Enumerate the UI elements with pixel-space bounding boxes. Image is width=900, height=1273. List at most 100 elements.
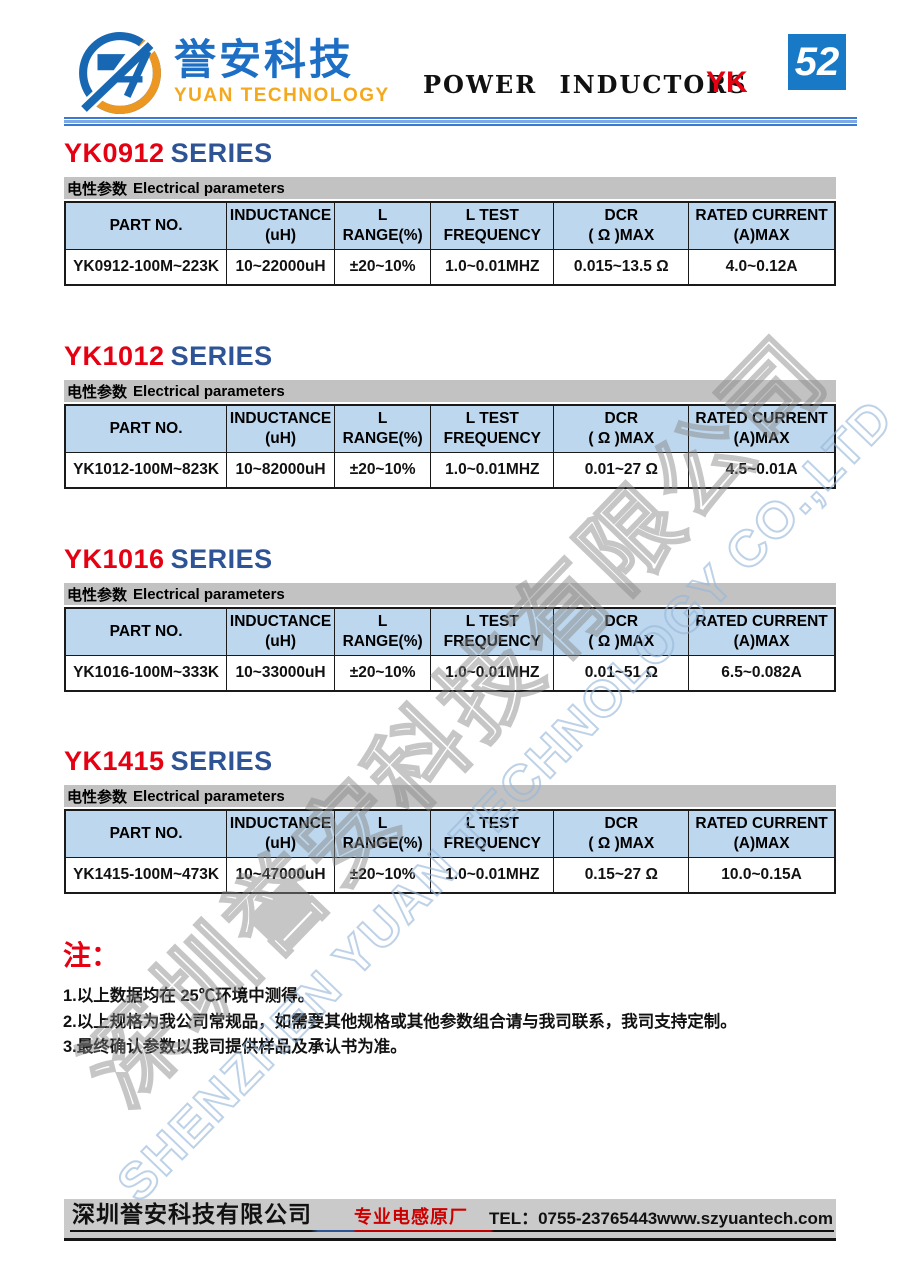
col-l-test-frequency: L TEST FREQUENCY bbox=[430, 809, 555, 858]
section-title: YK1012 SERIES bbox=[64, 339, 836, 373]
cell-dcr: 0.015~13.5 Ω bbox=[553, 248, 690, 286]
cell-frequency: 1.0~0.01MHZ bbox=[430, 856, 555, 894]
cell-part-no: YK0912-100M~223K bbox=[64, 248, 228, 286]
spec-table: PART NO. INDUCTANCE (uH) L RANGE(%) L TEST… bbox=[64, 201, 836, 286]
col-dcr-max: DCR( Ω )MAX bbox=[553, 404, 690, 453]
header-divider bbox=[64, 117, 857, 126]
cell-frequency: 1.0~0.01MHZ bbox=[430, 654, 555, 692]
caption-en: Electrical parameters bbox=[133, 787, 285, 805]
page-number-badge: 52 bbox=[788, 34, 846, 90]
spec-table: PART NO. INDUCTANCE (uH) L RANGE(%) L TEST… bbox=[64, 809, 836, 894]
col-l-range: L RANGE(%) bbox=[333, 404, 432, 453]
table-row: YK1016-100M~333K 10~33000uH ±20~10% 1.0~… bbox=[64, 654, 836, 692]
cell-inductance: 10~33000uH bbox=[226, 654, 335, 692]
document-title: POWER INDUCTORS bbox=[423, 70, 748, 99]
table-row: YK1012-100M~823K 10~82000uH ±20~10% 1.0~… bbox=[64, 451, 836, 489]
col-l-range: L RANGE(%) bbox=[333, 201, 432, 250]
col-part-no: PART NO. bbox=[64, 607, 228, 656]
cell-inductance: 10~22000uH bbox=[226, 248, 335, 286]
section-yk0912: YK0912 SERIES 电性参数 Electrical parameters … bbox=[64, 136, 836, 286]
note-item-1: 1.以上数据均在 25℃环境中测得。 bbox=[63, 987, 315, 1005]
series-word: SERIES bbox=[170, 746, 273, 776]
col-dcr-max: DCR( Ω )MAX bbox=[553, 809, 690, 858]
section-yk1012: YK1012 SERIES 电性参数 Electrical parameters … bbox=[64, 339, 836, 489]
footer-company-name: 深圳誉安科技有限公司 bbox=[72, 1201, 312, 1227]
table-caption: 电性参数 Electrical parameters bbox=[64, 380, 836, 402]
note-item-3: 3.最终确认参数以我司提供样品及承认书为准。 bbox=[63, 1038, 407, 1056]
cell-current: 4.5~0.01A bbox=[688, 451, 836, 489]
cell-l-range: ±20~10% bbox=[333, 654, 432, 692]
footer-underline bbox=[70, 1229, 834, 1232]
section-title: YK1016 SERIES bbox=[64, 542, 836, 576]
col-l-range: L RANGE(%) bbox=[333, 809, 432, 858]
cell-dcr: 0.15~27 Ω bbox=[553, 856, 690, 894]
col-rated-current: RATED CURRENT (A)MAX bbox=[688, 201, 836, 250]
cell-current: 10.0~0.15A bbox=[688, 856, 836, 894]
cell-part-no: YK1012-100M~823K bbox=[64, 451, 228, 489]
section-title: YK1415 SERIES bbox=[64, 744, 836, 778]
caption-en: Electrical parameters bbox=[133, 382, 285, 400]
col-l-range: L RANGE(%) bbox=[333, 607, 432, 656]
table-caption: 电性参数 Electrical parameters bbox=[64, 177, 836, 199]
col-part-no: PART NO. bbox=[64, 404, 228, 453]
footer: 深圳誉安科技有限公司 专业电感原厂 TEL：0755-23765443 www.… bbox=[64, 1199, 836, 1241]
cell-part-no: YK1415-100M~473K bbox=[64, 856, 228, 894]
series-word: SERIES bbox=[170, 341, 273, 371]
cell-part-no: YK1016-100M~333K bbox=[64, 654, 228, 692]
cell-current: 6.5~0.082A bbox=[688, 654, 836, 692]
caption-cn: 电性参数 bbox=[67, 383, 128, 401]
col-inductance: INDUCTANCE (uH) bbox=[226, 404, 335, 453]
series-code: YK1012 bbox=[64, 341, 165, 371]
col-dcr-max: DCR( Ω )MAX bbox=[553, 607, 690, 656]
cell-l-range: ±20~10% bbox=[333, 248, 432, 286]
table-caption: 电性参数 Electrical parameters bbox=[64, 785, 836, 807]
cell-frequency: 1.0~0.01MHZ bbox=[430, 451, 555, 489]
col-inductance: INDUCTANCE (uH) bbox=[226, 809, 335, 858]
col-rated-current: RATED CURRENT (A)MAX bbox=[688, 809, 836, 858]
notes-title: 注： bbox=[63, 940, 120, 971]
footer-tagline: 专业电感原厂 bbox=[354, 1207, 468, 1227]
col-part-no: PART NO. bbox=[64, 809, 228, 858]
col-part-no: PART NO. bbox=[64, 201, 228, 250]
col-inductance: INDUCTANCE (uH) bbox=[226, 201, 335, 250]
footer-website: www.szyuantech.com bbox=[656, 1209, 833, 1228]
series-code-label: YK bbox=[706, 66, 748, 99]
section-yk1415: YK1415 SERIES 电性参数 Electrical parameters … bbox=[64, 744, 836, 894]
cell-current: 4.0~0.12A bbox=[688, 248, 836, 286]
col-l-test-frequency: L TEST FREQUENCY bbox=[430, 404, 555, 453]
notes-section: 注： 1.以上数据均在 25℃环境中测得。 2.以上规格为我公司常规品，如需要其… bbox=[63, 938, 843, 1061]
series-word: SERIES bbox=[170, 138, 273, 168]
caption-cn: 电性参数 bbox=[67, 586, 128, 604]
series-code: YK1415 bbox=[64, 746, 165, 776]
note-item-2: 2.以上规格为我公司常规品，如需要其他规格或其他参数组合请与我司联系，我司支持定… bbox=[63, 1012, 737, 1031]
header-row: PART NO. INDUCTANCE (uH) L RANGE(%) L TEST… bbox=[64, 809, 836, 858]
caption-cn: 电性参数 bbox=[67, 788, 128, 806]
header-row: PART NO. INDUCTANCE (uH) L RANGE(%) L TEST… bbox=[64, 404, 836, 453]
cell-frequency: 1.0~0.01MHZ bbox=[430, 248, 555, 286]
section-title: YK0912 SERIES bbox=[64, 136, 836, 170]
cell-inductance: 10~82000uH bbox=[226, 451, 335, 489]
cell-l-range: ±20~10% bbox=[333, 451, 432, 489]
caption-en: Electrical parameters bbox=[133, 179, 285, 197]
col-l-test-frequency: L TEST FREQUENCY bbox=[430, 607, 555, 656]
col-dcr-max: DCR( Ω )MAX bbox=[553, 201, 690, 250]
series-code: YK1016 bbox=[64, 544, 165, 574]
header-row: PART NO. INDUCTANCE (uH) L RANGE(%) L TEST… bbox=[64, 201, 836, 250]
table-row: YK1415-100M~473K 10~47000uH ±20~10% 1.0~… bbox=[64, 856, 836, 894]
table-caption: 电性参数 Electrical parameters bbox=[64, 583, 836, 605]
header-row: PART NO. INDUCTANCE (uH) L RANGE(%) L TEST… bbox=[64, 607, 836, 656]
cell-inductance: 10~47000uH bbox=[226, 856, 335, 894]
company-logo: 誉安科技 YUAN TECHNOLOGY bbox=[74, 28, 390, 118]
footer-telephone: TEL：0755-23765443 bbox=[489, 1209, 658, 1228]
cell-dcr: 0.01~51 Ω bbox=[553, 654, 690, 692]
caption-en: Electrical parameters bbox=[133, 585, 285, 603]
col-l-test-frequency: L TEST FREQUENCY bbox=[430, 201, 555, 250]
col-rated-current: RATED CURRENT (A)MAX bbox=[688, 404, 836, 453]
col-rated-current: RATED CURRENT (A)MAX bbox=[688, 607, 836, 656]
logo-company-name: 誉安科技 bbox=[174, 36, 355, 83]
table-row: YK0912-100M~223K 10~22000uH ±20~10% 1.0~… bbox=[64, 248, 836, 286]
col-inductance: INDUCTANCE (uH) bbox=[226, 607, 335, 656]
caption-cn: 电性参数 bbox=[67, 180, 128, 198]
series-word: SERIES bbox=[170, 544, 273, 574]
